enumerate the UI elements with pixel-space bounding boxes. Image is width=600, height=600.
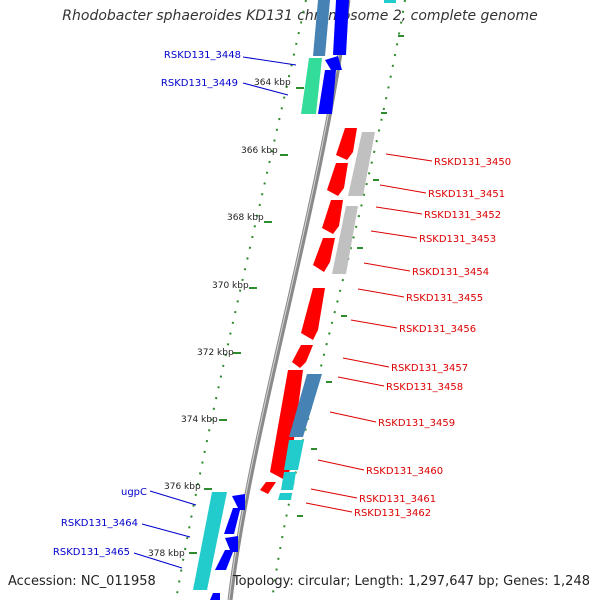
- blast-hit: [332, 206, 358, 274]
- cds-reverse: [260, 482, 276, 494]
- reverse-leaders: [305, 153, 433, 513]
- cds-forward: [318, 56, 342, 114]
- cds-reverse: [313, 238, 335, 272]
- cds-reverse: [301, 288, 325, 340]
- cds-forward: [333, 0, 349, 55]
- gene-label: RSKD131_3454: [412, 267, 489, 278]
- forward-leaders: [133, 56, 297, 569]
- gene-label: RSKD131_3450: [434, 157, 511, 168]
- map-title: Rhodobacter sphaeroides KD131 chromosome…: [62, 8, 538, 24]
- gene-label: RSKD131_3464: [61, 518, 138, 529]
- gene-block-reverse: [260, 128, 375, 500]
- genes-label: ; Genes:: [494, 574, 553, 589]
- forward-gene-labels: RSKD131_3448 RSKD131_3449 ugpC RSKD131_3…: [53, 50, 241, 558]
- gene-label: RSKD131_3459: [378, 418, 455, 429]
- minor-ticks: [297, 35, 404, 517]
- blast-hit: [193, 492, 227, 590]
- cds-forward: [224, 494, 245, 534]
- accession-footer: Accession: NC_011958: [8, 574, 156, 589]
- gene-block-bottom: [193, 492, 245, 600]
- gene-label: RSKD131_3456: [399, 324, 476, 335]
- cds-forward: [215, 536, 238, 570]
- blast-hit: [348, 132, 375, 196]
- cds-reverse: [327, 163, 348, 196]
- gene-block-top: [301, 0, 349, 114]
- scale-label: 366 kbp: [241, 146, 278, 156]
- gene-label: RSKD131_3452: [424, 210, 501, 221]
- scale-label: 376 kbp: [164, 482, 201, 492]
- cds-forward: [210, 593, 220, 600]
- genes-value: 1,248: [552, 574, 590, 589]
- blast-hit: [284, 440, 304, 470]
- length-value: 1,297,647 bp: [407, 574, 495, 589]
- gene-label: RSKD131_3457: [391, 363, 468, 374]
- scale-label: 374 kbp: [181, 415, 218, 425]
- gene-label: RSKD131_3465: [53, 547, 130, 558]
- outer-dotted-ring: [271, 0, 406, 600]
- cds-reverse: [292, 345, 313, 368]
- gene-label: RSKD131_3448: [164, 50, 241, 61]
- scale-ticks: [189, 87, 304, 554]
- gene-label: ugpC: [121, 487, 147, 498]
- gene-label: RSKD131_3461: [359, 494, 436, 505]
- gene-label: RSKD131_3449: [161, 78, 238, 89]
- cds-reverse: [270, 370, 303, 480]
- scale-label: 364 kbp: [254, 78, 291, 88]
- gene-label: RSKD131_3458: [386, 382, 463, 393]
- blast-hit: [289, 374, 322, 437]
- blast-hit: [281, 472, 296, 490]
- accession-label: Accession:: [8, 574, 81, 589]
- length-label: ; Length:: [345, 574, 408, 589]
- scale-label: 378 kbp: [148, 549, 185, 559]
- accession-value: NC_011958: [80, 574, 156, 589]
- reverse-gene-labels: RSKD131_3450 RSKD131_3451 RSKD131_3452 R…: [354, 157, 511, 519]
- gene-label: RSKD131_3455: [406, 293, 483, 304]
- cds-reverse: [322, 200, 343, 234]
- blast-hit: [313, 0, 330, 56]
- blast-hit: [278, 493, 292, 500]
- genome-stats-footer: Topology: circular; Length: 1,297,647 bp…: [233, 574, 590, 589]
- blast-hit: [301, 58, 322, 114]
- scale-label: 368 kbp: [227, 213, 264, 223]
- scale-label: 370 kbp: [212, 281, 249, 291]
- gene-label: RSKD131_3460: [366, 466, 443, 477]
- scale-labels: 364 kbp 366 kbp 368 kbp 370 kbp 372 kbp …: [148, 78, 291, 559]
- cds-reverse: [336, 128, 357, 160]
- blast-hit: [384, 0, 396, 3]
- gene-label: RSKD131_3453: [419, 234, 496, 245]
- topology-label: Topology:: [232, 574, 298, 589]
- gene-label: RSKD131_3451: [428, 189, 505, 200]
- gene-label: RSKD131_3462: [354, 508, 431, 519]
- scale-label: 372 kbp: [197, 348, 234, 358]
- topology-value: circular: [297, 574, 346, 589]
